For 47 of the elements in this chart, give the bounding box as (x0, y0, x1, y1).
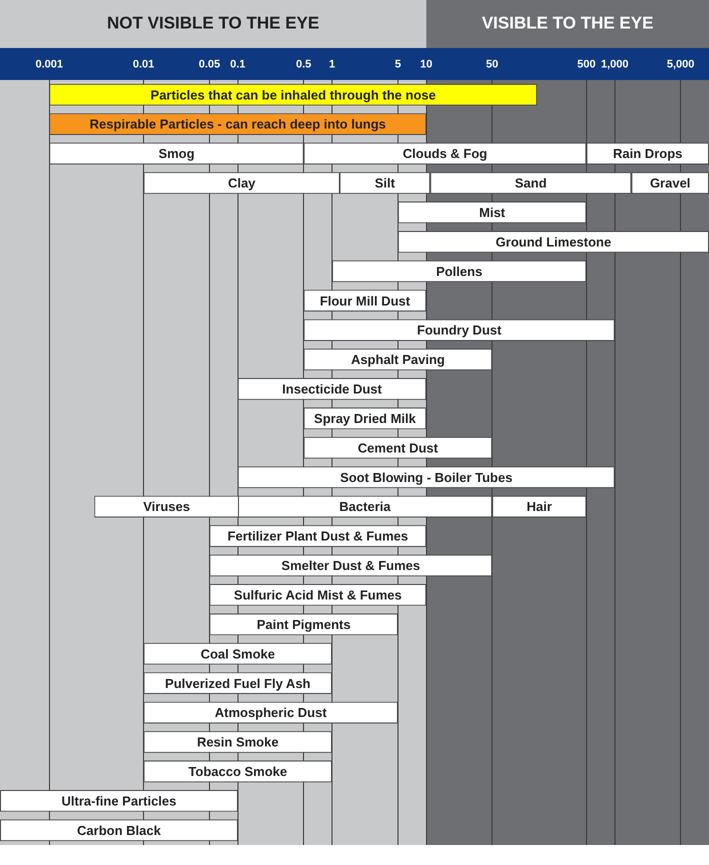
data-label: Ultra-fine Particles (62, 793, 176, 808)
data-label: Respirable Particles - can reach deep into lungs (90, 116, 386, 132)
data-label: Cement Dust (358, 440, 439, 456)
data-label: Particles that can be inhaled through the nose (150, 87, 436, 102)
data-label: Atmospheric Dust (214, 705, 328, 720)
data-label: Tobacco Smoke (188, 764, 288, 780)
data-label: Fertilizer Plant Dust & Fumes (228, 528, 408, 544)
data-label: Paint Pigments (256, 616, 351, 632)
x-tick-label: 0.001 (36, 58, 64, 70)
data-label: Sulfuric Acid Mist & Fumes (234, 587, 402, 602)
data-label: Rain Drops (613, 146, 682, 162)
x-tick-label: 10 (420, 58, 432, 70)
data-label: Resin Smoke (196, 734, 279, 750)
data-label: Insecticide Dust (282, 382, 383, 397)
data-label: Viruses (143, 499, 190, 514)
x-tick-label: 0.01 (132, 58, 154, 70)
band-label: NOT VISIBLE TO THE EYE (107, 14, 320, 33)
x-tick-label: 50 (486, 58, 498, 70)
x-tick-label: 5,000 (666, 58, 694, 70)
data-label: Asphalt Paving (350, 352, 445, 368)
data-label: Clouds & Fog (402, 146, 488, 162)
data-label: Mist (479, 204, 506, 220)
x-tick-label: 0.05 (198, 58, 220, 70)
data-label: Bacteria (339, 499, 392, 514)
x-tick-label: 0.5 (296, 58, 312, 70)
data-label: Gravel (650, 176, 690, 191)
data-label: Silt (374, 176, 396, 191)
data-label: Carbon Black (77, 822, 162, 838)
data-label: Pulverized Fuel Fly Ash (165, 676, 311, 691)
x-tick-label: 5 (394, 58, 401, 70)
x-tick-label: 0.1 (230, 58, 246, 70)
data-label: Soot Blowing - Boiler Tubes (340, 470, 512, 485)
x-tick-label: 500 (577, 58, 596, 70)
data-label: Smog (158, 146, 195, 162)
x-tick-label: 1 (328, 58, 336, 70)
data-label: Spray Dried Milk (314, 410, 417, 426)
data-label: Coal Smoke (200, 646, 275, 662)
band-label: VISIBLE TO THE EYE (482, 14, 654, 33)
data-label: Pollens (436, 264, 482, 279)
data-label: Clay (228, 176, 256, 191)
data-label: Foundry Dust (416, 322, 502, 338)
data-label: Sand (514, 176, 547, 191)
data-label: Hair (526, 499, 552, 514)
data-label: Ground Limestone (496, 234, 612, 250)
data-label: Flour Mill Dust (320, 293, 411, 308)
x-tick-label: 1,000 (600, 58, 629, 70)
data-label: Smelter Dust & Fumes (281, 558, 420, 574)
